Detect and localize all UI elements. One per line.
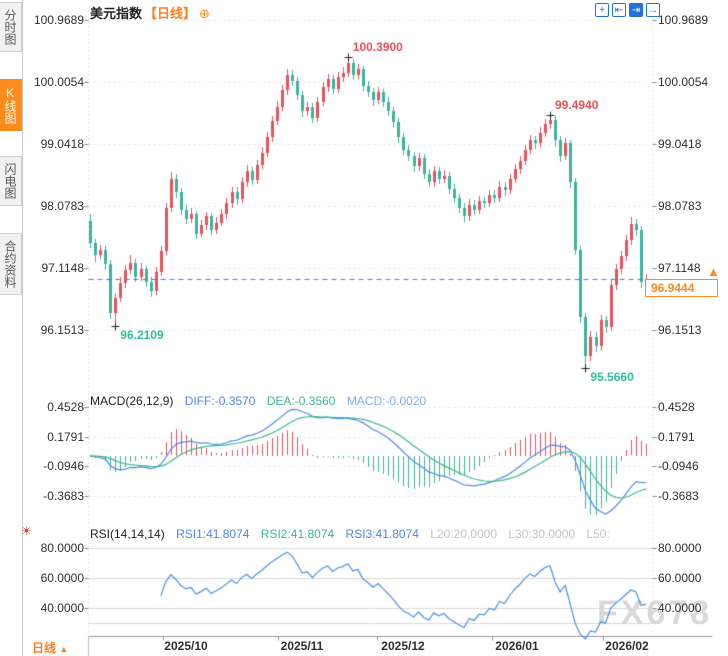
price-annotation: 96.2109 <box>120 328 164 343</box>
main-axis-label-left: 100.0054 <box>33 75 84 89</box>
macd-axis-label-left: 0.1791 <box>47 429 84 444</box>
macd-axis-label-left: 0.4528 <box>47 400 84 414</box>
rsi-title: RSI(14,14,14) <box>90 527 165 541</box>
x-axis-label: 2025/12 <box>381 639 425 653</box>
crosshair-icon[interactable]: + <box>595 3 609 17</box>
period-selector[interactable]: 日线 ▲ <box>32 639 68 656</box>
macd-axis-label-left: -0.0946 <box>43 459 84 473</box>
rsi-axis-label-right: 40.0000 <box>658 601 702 615</box>
sidebar-tab-kline[interactable]: K线图 <box>0 79 22 131</box>
chart-title: 美元指数 【日线】 ⊕ <box>90 3 210 22</box>
chart-toolbar: + ⇤ ⇥ → <box>595 3 660 17</box>
rsi-axis-label-right: 60.0000 <box>658 571 702 585</box>
rsi-l50-value: L50: <box>586 527 610 541</box>
main-axis-label-left: 97.1148 <box>41 261 85 275</box>
zoom-out-icon[interactable]: ⇤ <box>612 3 626 17</box>
zoom-in-icon[interactable]: ⇥ <box>629 3 643 17</box>
rsi-header: RSI(14,14,14) RSI1:41.8074 RSI2:41.8074 … <box>90 527 610 541</box>
rsi-axis-label-left: 60.0000 <box>40 571 84 585</box>
main-axis-label-left: 96.1513 <box>40 323 84 337</box>
macd-axis-label-right: 0.4528 <box>658 400 695 414</box>
macd-hist-value: MACD:-0.0020 <box>346 394 427 408</box>
x-axis-label: 2025/10 <box>164 639 208 653</box>
macd-axis-label-right: -0.3683 <box>658 488 699 503</box>
symbol-name: 美元指数 <box>90 6 143 21</box>
rsi2-value: RSI2:41.8074 <box>260 527 335 541</box>
price-annotation: 95.5660 <box>590 369 634 384</box>
rsi-axis-label-left: 80.0000 <box>40 541 84 555</box>
main-axis-label-right: 100.9689 <box>658 13 709 27</box>
main-axis-label-left: 98.0783 <box>40 199 84 213</box>
x-axis-label: 2026/02 <box>605 639 649 653</box>
macd-axis-label-right: 0.1791 <box>658 429 695 444</box>
macd-header: MACD(26,12,9) DIFF:-0.3570 DEA:-0.3560 M… <box>90 394 426 408</box>
current-price-label: 96.9444 <box>645 279 718 297</box>
price-annotation: 99.4940 <box>555 97 599 112</box>
exit-icon[interactable]: → <box>646 3 660 17</box>
macd-axis-label-right: -0.0946 <box>658 459 699 473</box>
period-tag: 【日线】 <box>144 6 197 21</box>
macd-title: MACD(26,12,9) <box>90 394 174 408</box>
rsi3-value: RSI3:41.8074 <box>345 527 419 541</box>
sidebar-tab-contract-info[interactable]: 合约资料 <box>0 233 22 295</box>
main-axis-label-right: 96.1513 <box>658 323 702 337</box>
main-axis-label-left: 100.9689 <box>33 13 84 27</box>
indicator-flash-icon[interactable]: ☀ <box>21 524 32 538</box>
main-axis-label-right: 100.0054 <box>658 75 709 89</box>
rsi1-value: RSI1:41.8074 <box>176 527 250 541</box>
main-axis-label-left: 99.0418 <box>40 137 84 151</box>
sidebar-tab-lightning[interactable]: 闪电图 <box>0 156 22 206</box>
main-axis-label-right: 98.0783 <box>658 199 702 213</box>
sidebar-tab-timeshare[interactable]: 分时图 <box>0 2 22 52</box>
rsi-axis-label-left: 40.0000 <box>40 601 84 615</box>
macd-axis-label-left: -0.3683 <box>43 488 84 503</box>
rsi-l20-value: L20:20.0000 <box>430 527 497 541</box>
x-axis-label: 2025/11 <box>280 639 324 653</box>
main-axis-label-right: 97.1148 <box>658 261 701 275</box>
price-up-arrow-icon: ▲ <box>707 264 720 279</box>
add-indicator-icon[interactable]: ⊕ <box>199 6 210 21</box>
macd-dea-value: DEA:-0.3560 <box>266 394 336 408</box>
price-annotation: 100.3900 <box>352 40 403 55</box>
macd-diff-value: DIFF:-0.3570 <box>184 394 256 408</box>
rsi-axis-label-right: 80.0000 <box>658 541 702 555</box>
sidebar: 分时图 K线图 闪电图 合约资料 <box>0 0 23 656</box>
period-selector-arrow-icon: ▲ <box>59 644 69 654</box>
rsi-l30-value: L30:30.0000 <box>508 527 576 541</box>
x-axis-label: 2026/01 <box>495 639 539 653</box>
period-selector-label: 日线 <box>32 641 57 655</box>
main-axis-label-right: 99.0418 <box>658 137 702 151</box>
